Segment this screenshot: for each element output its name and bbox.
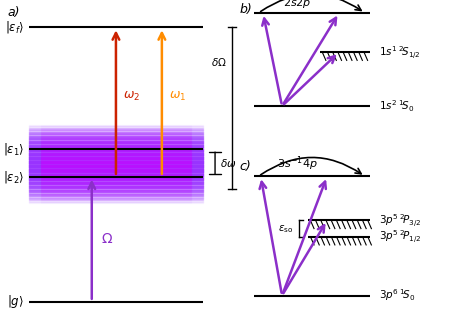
Text: $1s^1\,{}^2\!S_{1/2}$: $1s^1\,{}^2\!S_{1/2}$ [379,44,421,61]
Text: $|\epsilon_2\rangle$: $|\epsilon_2\rangle$ [3,169,24,185]
Text: $\omega_2$: $\omega_2$ [123,90,140,102]
Text: $3p^6\,{}^1\!S_0$: $3p^6\,{}^1\!S_0$ [379,288,416,303]
Text: $\omega_1$: $\omega_1$ [169,90,186,102]
Text: c): c) [239,160,251,173]
Text: $3p^5\,{}^2\!P_{1/2}$: $3p^5\,{}^2\!P_{1/2}$ [379,228,422,245]
Text: $\delta\Omega$: $\delta\Omega$ [211,56,227,68]
Text: $\Omega$: $\Omega$ [101,232,114,246]
Text: $\delta\omega$: $\delta\omega$ [220,157,237,169]
Text: $3p^5\,{}^2\!P_{3/2}$: $3p^5\,{}^2\!P_{3/2}$ [379,212,422,229]
Text: $|\epsilon_1\rangle$: $|\epsilon_1\rangle$ [3,141,24,157]
Text: $1s^2\,{}^1\!S_0$: $1s^2\,{}^1\!S_0$ [379,98,414,114]
Text: $\epsilon_{\rm so}$: $\epsilon_{\rm so}$ [279,223,294,235]
Text: a): a) [7,6,19,19]
Text: $|\epsilon_f\rangle$: $|\epsilon_f\rangle$ [5,20,24,36]
Text: $2s2p$: $2s2p$ [283,0,312,10]
Text: $|g\rangle$: $|g\rangle$ [7,293,24,310]
Text: $3s^{-1}4p$: $3s^{-1}4p$ [277,155,318,173]
Text: b): b) [239,3,252,16]
